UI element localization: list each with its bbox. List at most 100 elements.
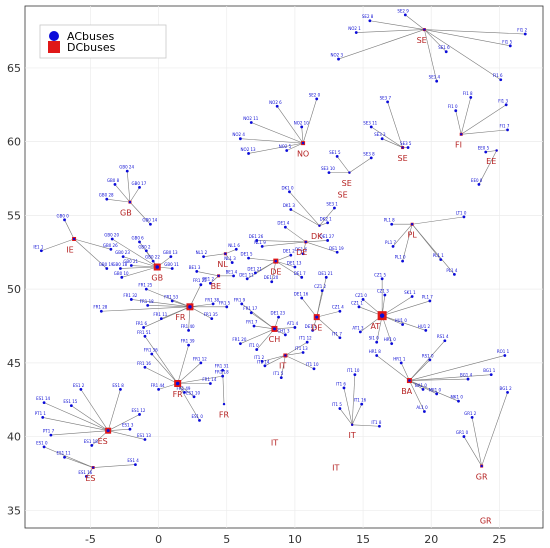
ac-bus-label: GB0 0: [57, 213, 70, 218]
ac-bus-point: [454, 109, 458, 113]
connection-line: [405, 14, 425, 30]
x-tick-label: 10: [288, 533, 302, 546]
ac-bus-label: ES1 16: [78, 470, 92, 475]
ac-bus-label: FR1 31: [215, 364, 229, 369]
ac-bus-point: [324, 275, 328, 279]
ac-bus-point: [390, 222, 394, 226]
connection-line: [271, 261, 277, 282]
ac-bus-label: GB0 21: [123, 259, 138, 264]
ac-bus-point: [91, 466, 95, 469]
ac-bus-point: [320, 289, 324, 292]
connection-line: [256, 328, 275, 350]
connection-line: [203, 253, 226, 257]
connection-line: [146, 288, 191, 308]
ac-bus-label: ES1 2: [73, 383, 85, 388]
connection-line: [189, 306, 212, 319]
y-tick-label: 40: [7, 431, 21, 444]
ac-bus-point: [39, 249, 43, 253]
ac-bus-point: [350, 423, 354, 426]
connection-line: [412, 216, 464, 225]
connection-line: [460, 97, 472, 135]
ac-bus-label: SE1 4: [429, 75, 441, 80]
ac-bus-point: [128, 427, 132, 431]
connection-line: [177, 383, 200, 421]
ac-bus-point: [342, 386, 346, 390]
ac-bus-point: [143, 365, 147, 369]
ac-bus-label: GB0 22: [145, 255, 160, 260]
ac-bus-label: PL1 8: [384, 218, 395, 223]
ac-bus-label: IT1 2: [254, 355, 264, 360]
ac-bus-label: SI1 0: [369, 336, 380, 341]
ac-bus-point: [375, 354, 379, 357]
ac-bus-label: GB0 14: [142, 218, 157, 223]
ac-bus-point: [337, 57, 340, 61]
ac-bus-point: [169, 255, 173, 259]
connection-line: [289, 191, 320, 226]
ac-bus-point: [338, 407, 342, 410]
connection-line: [461, 104, 507, 135]
ac-bus-point: [188, 305, 192, 309]
ac-bus-point: [110, 237, 114, 241]
ac-bus-label: LT1 0: [456, 210, 467, 215]
connection-line: [461, 129, 508, 135]
connection-line: [107, 389, 121, 431]
ac-bus-label: FR1 25: [138, 283, 152, 288]
zone-label: AT: [370, 322, 380, 331]
connection-line: [424, 29, 447, 52]
connection-line: [463, 436, 482, 467]
ac-bus-point: [353, 373, 357, 377]
ac-bus-point: [255, 348, 259, 351]
connection-line: [131, 265, 158, 268]
connection-line: [131, 299, 190, 308]
ac-bus-point: [210, 317, 214, 321]
ac-bus-point: [221, 374, 225, 378]
connection-line: [123, 256, 158, 268]
ac-bus-label: HU1 0: [395, 318, 408, 323]
connection-line: [471, 417, 482, 467]
connection-line: [343, 387, 353, 425]
ac-bus-point: [503, 354, 507, 357]
ac-bus-label: SE3 8: [363, 151, 375, 156]
ac-bus-point: [240, 302, 244, 306]
zone-label: GB: [120, 208, 132, 217]
connection-line: [112, 238, 158, 268]
ac-bus-label: SE2 9: [397, 8, 409, 13]
zone-label: FI: [455, 141, 462, 150]
ac-bus-point: [338, 336, 342, 340]
ac-bus-label: GR1 2: [464, 411, 477, 416]
ac-bus-label: ES1 4: [127, 458, 139, 463]
ac-bus-point: [439, 258, 443, 262]
ac-bus-point: [142, 326, 145, 329]
ac-bus-point: [301, 252, 305, 256]
connection-line: [147, 305, 190, 308]
connection-line: [247, 260, 276, 280]
connection-line: [356, 29, 425, 33]
connection-line: [285, 355, 315, 370]
ac-bus-point: [338, 309, 342, 313]
ac-bus-point: [252, 324, 256, 328]
ac-bus-label: DK1 3: [283, 203, 296, 208]
ac-bus-label: FI1 6: [493, 73, 503, 78]
ac-bus-point: [208, 281, 212, 285]
ac-bus-point: [138, 413, 141, 416]
zone-label: DE: [270, 267, 281, 276]
ac-bus-point: [119, 387, 122, 391]
ac-bus-point: [192, 395, 196, 399]
ac-bus-label: CZ1 5: [374, 272, 386, 277]
ac-bus-label: FR1 35: [204, 312, 218, 317]
ac-bus-point: [444, 50, 448, 54]
ac-bus-label: FR1 38: [205, 297, 219, 302]
connection-line: [316, 316, 341, 339]
connection-line: [381, 315, 392, 344]
ac-bus-point: [386, 100, 389, 104]
y-tick-label: 35: [7, 504, 21, 517]
connection-line: [285, 341, 308, 356]
ac-bus-label: ES1 15: [63, 399, 77, 404]
connection-line: [319, 222, 328, 226]
zone-label: BE: [211, 282, 222, 291]
ac-bus-label: FR1 44: [151, 383, 165, 388]
connection-line: [381, 296, 413, 316]
zone-label: IT: [332, 463, 339, 472]
ac-bus-point: [42, 401, 46, 405]
legend-box: [39, 24, 167, 59]
